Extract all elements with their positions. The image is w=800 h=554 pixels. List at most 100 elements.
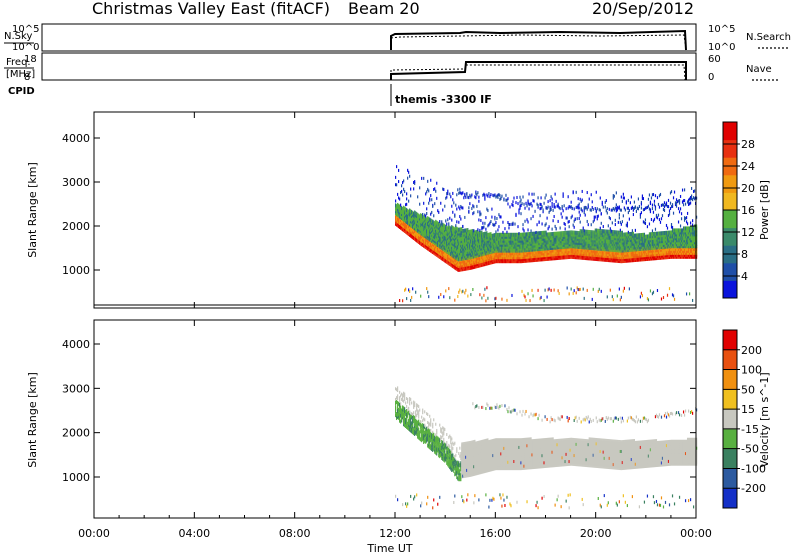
heatmap-cell <box>438 210 440 214</box>
heatmap-cell <box>583 296 585 300</box>
heatmap-cell <box>398 168 400 172</box>
nsky-panel <box>41 23 697 52</box>
heatmap-cell <box>527 201 529 205</box>
heatmap-cell <box>570 205 572 209</box>
heatmap-cell <box>591 206 593 210</box>
heatmap-cell <box>570 230 572 235</box>
heatmap-cell <box>406 297 408 301</box>
heatmap-cell <box>477 191 479 195</box>
heatmap-cell <box>409 208 411 213</box>
heatmap-cell <box>555 231 557 236</box>
heatmap-cell <box>462 228 464 233</box>
heatmap-cell <box>589 208 591 212</box>
heatmap-cell <box>618 230 620 235</box>
heatmap-cell <box>650 218 653 222</box>
heatmap-cell <box>569 230 571 235</box>
heatmap-cell <box>657 202 660 206</box>
heatmap-cell <box>479 231 481 236</box>
heatmap-cell <box>422 214 424 219</box>
heatmap-cell <box>513 232 515 237</box>
heatmap-cell <box>541 205 543 209</box>
heatmap-cell <box>555 227 557 231</box>
heatmap-cell <box>396 165 398 169</box>
heatmap-cell <box>519 204 521 208</box>
heatmap-cell <box>410 298 412 302</box>
heatmap-cell <box>579 220 581 224</box>
heatmap-cell <box>498 192 500 196</box>
heatmap-cell <box>606 229 608 234</box>
heatmap-cell <box>451 225 453 230</box>
heatmap-cell <box>533 199 535 203</box>
heatmap-cell <box>467 195 469 199</box>
heatmap-cell <box>614 218 616 222</box>
heatmap-cell <box>534 231 536 236</box>
heatmap-cell <box>494 297 496 301</box>
heatmap-cell <box>557 231 559 236</box>
heatmap-cell <box>475 191 477 195</box>
heatmap-cell <box>537 205 539 209</box>
heatmap-cell <box>520 204 522 208</box>
heatmap-cell <box>630 195 632 199</box>
heatmap-cell <box>451 218 453 222</box>
heatmap-cell <box>573 219 575 223</box>
heatmap-cell <box>517 202 519 206</box>
heatmap-cell <box>613 194 615 198</box>
heatmap-cell <box>606 295 608 299</box>
heatmap-cell <box>471 193 473 197</box>
heatmap-cell <box>446 222 448 226</box>
heatmap-cell <box>558 231 560 236</box>
heatmap-cell <box>546 206 548 210</box>
heatmap-cell <box>449 192 451 196</box>
heatmap-cell <box>405 287 407 291</box>
heatmap-cell <box>442 222 444 227</box>
heatmap-cell <box>573 289 575 293</box>
heatmap-cell <box>557 289 559 293</box>
heatmap-cell <box>596 215 598 219</box>
heatmap-cell <box>585 229 587 234</box>
heatmap-cell <box>551 197 553 201</box>
heatmap-cell <box>507 202 509 206</box>
heatmap-cell <box>538 220 540 224</box>
heatmap-cell <box>471 229 473 234</box>
heatmap-cell <box>511 232 513 237</box>
heatmap-cell <box>531 231 533 236</box>
heatmap-cell <box>434 187 436 191</box>
heatmap-cell <box>570 216 572 220</box>
heatmap-cell <box>524 206 526 210</box>
heatmap-cell <box>611 208 613 212</box>
heatmap-cell <box>566 230 568 235</box>
heatmap-cell <box>453 201 455 205</box>
power-heatmap <box>395 165 698 303</box>
heatmap-cell <box>641 194 644 198</box>
heatmap-cell <box>433 214 435 218</box>
heatmap-cell <box>456 226 458 231</box>
heatmap-cell <box>488 232 490 237</box>
heatmap-cell <box>628 208 630 212</box>
heatmap-cell <box>647 197 650 201</box>
heatmap-cell <box>644 234 647 239</box>
heatmap-cell <box>493 233 495 238</box>
heatmap-cell <box>571 207 573 211</box>
heatmap-cell <box>517 232 519 237</box>
heatmap-cell <box>528 192 530 196</box>
heatmap-cell <box>657 231 660 236</box>
heatmap-cell <box>655 231 658 236</box>
heatmap-cell <box>482 232 484 237</box>
heatmap-cell <box>627 206 629 210</box>
heatmap-cell <box>567 230 569 235</box>
heatmap-cell <box>525 232 527 237</box>
heatmap-cell <box>595 209 597 213</box>
heatmap-cell <box>484 221 486 225</box>
heatmap-cell <box>578 288 580 292</box>
heatmap-cell <box>604 200 606 204</box>
heatmap-cell <box>660 231 663 236</box>
heatmap-cell <box>640 291 643 295</box>
nave-tick-top: 60 <box>708 54 721 65</box>
heatmap-cell <box>494 193 496 197</box>
heatmap-cell <box>497 228 499 232</box>
heatmap-cell <box>509 232 511 237</box>
heatmap-cell <box>410 209 412 214</box>
heatmap-cell <box>493 223 495 227</box>
heatmap-cell <box>452 191 454 195</box>
heatmap-cell <box>666 230 669 235</box>
